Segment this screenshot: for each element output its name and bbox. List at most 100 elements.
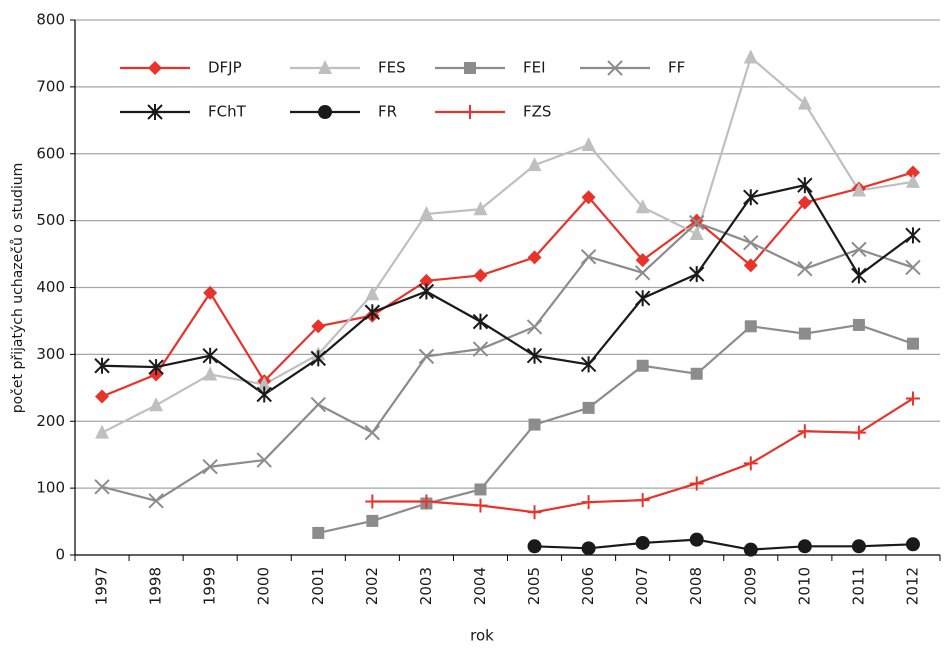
marker: [311, 319, 326, 334]
marker: [94, 479, 110, 495]
marker: [463, 105, 477, 119]
x-tick-label: 2003: [417, 567, 435, 605]
marker: [689, 266, 705, 283]
marker: [743, 258, 758, 273]
marker: [580, 249, 597, 265]
x-tick-label: 2011: [849, 567, 867, 605]
marker: [202, 347, 218, 364]
legend-label: FChT: [208, 103, 247, 121]
marker: [256, 452, 272, 468]
marker: [318, 60, 332, 74]
marker: [797, 95, 812, 110]
x-tick-label: 2006: [579, 567, 597, 605]
x-tick-label: 1998: [147, 567, 165, 605]
marker: [256, 386, 272, 403]
x-tick-label: 2004: [471, 567, 489, 605]
marker: [607, 60, 623, 76]
marker: [743, 542, 758, 557]
marker: [743, 456, 758, 471]
legend-label: FZS: [523, 103, 551, 121]
marker: [94, 357, 110, 374]
y-tick-label: 0: [55, 546, 65, 564]
y-tick-label: 200: [36, 412, 65, 430]
y-tick-label: 400: [36, 278, 65, 296]
marker: [852, 318, 865, 331]
marker: [365, 494, 380, 509]
marker: [851, 539, 866, 554]
legend-label: FES: [378, 59, 406, 77]
marker: [95, 389, 110, 404]
x-tick-label: 1997: [93, 567, 111, 605]
marker: [581, 495, 596, 510]
marker: [905, 165, 920, 180]
marker: [744, 320, 757, 333]
marker: [95, 424, 110, 439]
marker: [636, 359, 649, 372]
marker: [149, 397, 164, 412]
marker: [581, 137, 596, 152]
marker: [526, 319, 543, 335]
marker: [148, 61, 162, 75]
x-tick-label: 2007: [633, 567, 651, 605]
marker: [581, 190, 596, 205]
marker: [418, 283, 435, 300]
marker: [743, 49, 758, 64]
x-tick-label: 1999: [201, 567, 219, 605]
marker: [635, 535, 650, 550]
marker: [148, 359, 164, 376]
marker: [318, 105, 332, 119]
marker: [473, 498, 488, 513]
series-line: [101, 171, 914, 398]
marker: [905, 227, 921, 244]
y-tick-label: 500: [36, 211, 65, 229]
marker: [689, 476, 704, 491]
marker: [203, 285, 218, 300]
marker: [202, 459, 218, 475]
series-line: [101, 221, 914, 503]
marker: [634, 265, 651, 281]
marker: [851, 241, 867, 258]
marker: [527, 505, 542, 520]
marker: [365, 286, 380, 301]
x-axis-label: rok: [470, 627, 494, 645]
marker: [581, 541, 596, 556]
x-tick-label: 2009: [741, 567, 759, 605]
marker: [689, 214, 705, 231]
marker: [527, 539, 542, 554]
x-tick-label: 2012: [903, 567, 921, 605]
series-line: [318, 323, 914, 535]
marker: [473, 268, 488, 283]
y-tick-label: 100: [36, 479, 65, 497]
marker: [797, 261, 813, 277]
marker: [797, 195, 812, 210]
marker: [148, 493, 164, 509]
legend-label: FR: [378, 103, 397, 121]
marker: [743, 189, 759, 206]
marker: [635, 199, 650, 214]
marker: [464, 62, 476, 74]
marker: [526, 347, 543, 364]
marker: [528, 418, 541, 431]
marker: [310, 396, 326, 413]
marker: [147, 104, 163, 120]
x-tick-label: 2005: [525, 567, 543, 605]
marker: [580, 356, 597, 373]
marker: [797, 177, 813, 194]
series-line: [534, 538, 914, 551]
series-line: [101, 55, 914, 434]
y-tick-label: 300: [36, 345, 65, 363]
x-tick-label: 2008: [687, 567, 705, 605]
marker: [634, 290, 651, 307]
marker: [364, 304, 381, 321]
y-tick-label: 800: [36, 11, 65, 29]
marker: [418, 348, 435, 365]
marker: [797, 539, 812, 554]
marker: [312, 526, 325, 539]
marker: [797, 424, 812, 439]
marker: [690, 367, 703, 380]
x-tick-label: 2001: [309, 567, 327, 605]
marker: [364, 424, 381, 441]
marker: [743, 234, 759, 251]
marker: [905, 537, 920, 552]
x-tick-label: 2000: [255, 567, 273, 605]
